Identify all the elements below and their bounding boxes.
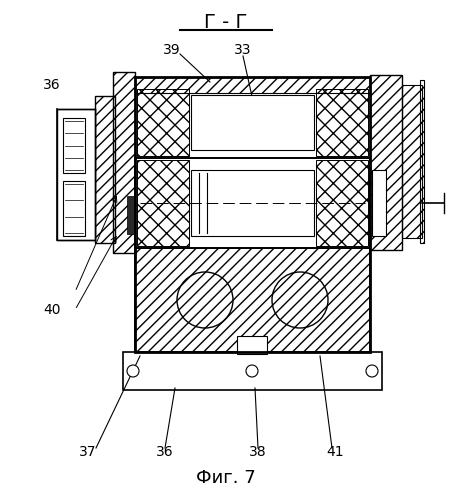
- Bar: [135, 77, 370, 93]
- Bar: [113, 72, 135, 253]
- Text: 33: 33: [234, 43, 252, 57]
- Text: 37: 37: [79, 445, 97, 459]
- Circle shape: [366, 365, 378, 377]
- Bar: [191, 95, 314, 150]
- Bar: [316, 89, 368, 156]
- Text: 40: 40: [43, 303, 61, 317]
- Bar: [63, 181, 85, 236]
- Text: Фиг. 7: Фиг. 7: [196, 469, 256, 487]
- Bar: [316, 160, 368, 246]
- Bar: [127, 196, 135, 234]
- Bar: [402, 85, 422, 238]
- Bar: [237, 336, 267, 354]
- Bar: [135, 248, 370, 352]
- Text: 36: 36: [43, 78, 61, 92]
- Bar: [370, 75, 402, 250]
- Text: 38: 38: [249, 445, 267, 459]
- Bar: [191, 170, 314, 236]
- Text: 41: 41: [326, 445, 344, 459]
- Bar: [420, 80, 424, 243]
- Bar: [372, 170, 386, 236]
- Bar: [135, 77, 370, 352]
- Bar: [57, 109, 95, 240]
- Bar: [95, 96, 115, 243]
- Bar: [63, 118, 85, 173]
- Bar: [137, 160, 189, 246]
- Circle shape: [246, 365, 258, 377]
- Text: 36: 36: [156, 445, 174, 459]
- Circle shape: [127, 365, 139, 377]
- Bar: [123, 352, 382, 390]
- Bar: [137, 89, 189, 156]
- Bar: [135, 158, 370, 248]
- Circle shape: [177, 272, 233, 328]
- Text: 39: 39: [163, 43, 181, 57]
- Circle shape: [272, 272, 328, 328]
- Text: Г - Г: Г - Г: [204, 12, 248, 32]
